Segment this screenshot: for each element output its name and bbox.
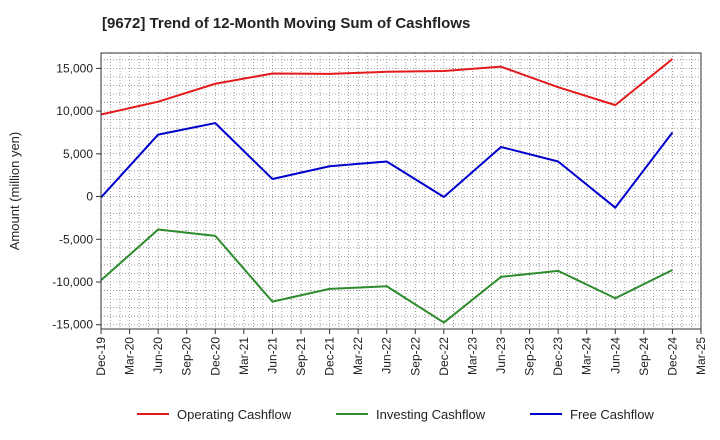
series-line-free-cashflow: [100, 122, 674, 209]
x-tick-label: Jun-23: [494, 337, 508, 374]
x-tick-label: Mar-20: [123, 337, 137, 375]
x-tick-label: Dec-22: [437, 337, 451, 376]
x-tick-label: Dec-21: [323, 337, 337, 376]
x-tick-label: Mar-22: [351, 337, 365, 375]
chart-title: [9672] Trend of 12-Month Moving Sum of C…: [102, 15, 471, 32]
x-tick-label: Dec-20: [208, 337, 222, 376]
y-tick-label: 5,000: [63, 147, 93, 161]
series-line-operating-cashflow: [100, 58, 674, 116]
x-tick-label: Mar-23: [465, 337, 479, 375]
x-tick-label: Mar-21: [237, 337, 251, 375]
legend-label-investing-cashflow: Investing Cashflow: [376, 407, 486, 422]
x-tick-label: Sep-22: [408, 337, 422, 376]
x-tick-label: Jun-24: [608, 337, 622, 374]
y-tick-label: 10,000: [56, 104, 93, 118]
y-axis-ticks: 15,000 10,000 5,000 0 -5,000 -10,000 -15,000: [52, 61, 101, 332]
x-tick-label: Sep-23: [523, 337, 537, 376]
x-tick-label: Jun-20: [151, 337, 165, 374]
x-tick-label: Sep-20: [180, 337, 194, 376]
series-layer: [100, 58, 674, 324]
x-tick-label: Dec-19: [94, 337, 108, 376]
y-tick-label: 0: [86, 190, 93, 204]
y-tick-label: 15,000: [56, 61, 93, 75]
x-tick-label: Dec-24: [665, 337, 679, 376]
x-axis-ticks: Dec-19 Mar-20 Jun-20 Sep-20 Dec-20 Mar-21 Jun-…: [94, 329, 708, 376]
y-tick-label: -10,000: [52, 275, 93, 289]
series-line-investing-cashflow: [100, 228, 673, 324]
x-tick-label: Dec-23: [551, 337, 565, 376]
legend-label-operating-cashflow: Operating Cashflow: [177, 407, 292, 422]
legend: Operating Cashflow Investing Cashflow Free…: [137, 407, 654, 422]
x-tick-label: Sep-21: [294, 337, 308, 376]
y-tick-label: -15,000: [52, 318, 93, 332]
horizontal-gridlines: [101, 59, 701, 326]
y-tick-label: -5,000: [59, 232, 93, 246]
x-tick-label: Mar-25: [694, 337, 708, 375]
x-tick-label: Jun-22: [380, 337, 394, 374]
legend-label-free-cashflow: Free Cashflow: [570, 407, 654, 422]
plot-area: [101, 53, 701, 329]
y-axis-label: Amount (million yen): [7, 132, 22, 251]
x-tick-label: Mar-24: [580, 337, 594, 375]
plot-frame: [100, 52, 702, 330]
x-tick-label: Sep-24: [637, 337, 651, 376]
x-tick-label: Jun-21: [265, 337, 279, 374]
